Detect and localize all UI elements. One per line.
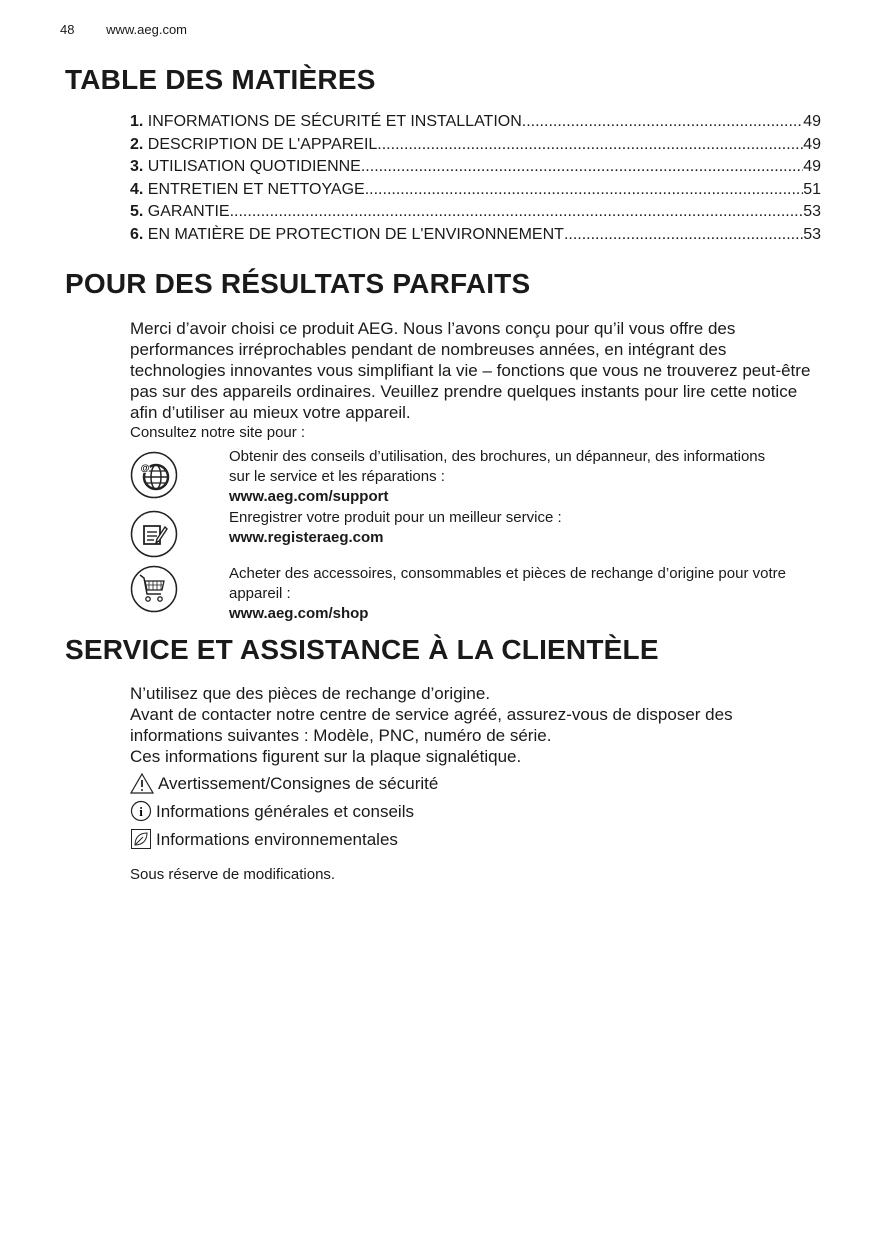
- legend-info: i Informations générales et conseils: [130, 797, 820, 825]
- legend-warning: Avertissement/Consignes de sécurité: [130, 769, 820, 797]
- toc-title: TABLE DES MATIÈRES: [65, 64, 376, 95]
- legend-label: Informations générales et conseils: [156, 801, 414, 821]
- register-note-icon: [130, 510, 178, 558]
- register-link[interactable]: www.registeraeg.com: [229, 529, 384, 546]
- toc-entry[interactable]: 3. UTILISATION QUOTIDIENNE 49: [130, 156, 821, 179]
- consult-label: Consultez notre site pour :: [130, 424, 306, 441]
- toc-entry[interactable]: 1. INFORMATIONS DE SÉCURITÉ ET INSTALLAT…: [130, 111, 821, 134]
- legend-label: Avertissement/Consignes de sécurité: [158, 773, 439, 793]
- toc-entry[interactable]: 4. ENTRETIEN ET NETTOYAGE 51: [130, 179, 821, 202]
- legend-label: Informations environnementales: [156, 829, 398, 849]
- globe-at-icon: @: [130, 451, 178, 499]
- modification-note: Sous réserve de modifications.: [130, 866, 336, 883]
- page-number: 48: [60, 22, 75, 37]
- table-of-contents: 1. INFORMATIONS DE SÉCURITÉ ET INSTALLAT…: [130, 111, 821, 246]
- svg-text:@: @: [141, 463, 150, 473]
- service-title: SERVICE ET ASSISTANCE À LA CLIENTÈLE: [65, 634, 659, 665]
- page-header: 48 www.aeg.com: [60, 22, 215, 37]
- toc-page: 49: [803, 113, 821, 130]
- svg-text:i: i: [139, 804, 143, 819]
- toc-number: 5.: [130, 203, 144, 220]
- toc-entry[interactable]: 5. GARANTIE 53: [130, 201, 821, 224]
- shopping-cart-icon: [130, 565, 178, 613]
- toc-label: DESCRIPTION DE L'APPAREIL: [147, 135, 378, 153]
- toc-leader: [365, 179, 803, 202]
- toc-page: 51: [803, 180, 821, 198]
- toc-leader: [522, 111, 803, 134]
- toc-entry[interactable]: 6. EN MATIÈRE DE PROTECTION DE L'ENVIRON…: [130, 224, 821, 247]
- toc-number: 3.: [130, 158, 144, 175]
- service-line: N’utilisez que des pièces de rechange d’…: [130, 684, 491, 703]
- leaf-icon: [131, 829, 151, 849]
- shop-link[interactable]: www.aeg.com/shop: [229, 605, 369, 622]
- toc-label: INFORMATIONS DE SÉCURITÉ ET INSTALLATION: [147, 113, 522, 130]
- info-icon: i: [130, 800, 152, 822]
- legend-environment: Informations environnementales: [130, 825, 820, 853]
- intro-paragraph: Merci d’avoir choisi ce produit AEG. Nou…: [130, 319, 811, 422]
- toc-page: 53: [803, 203, 821, 220]
- toc-number: 4.: [130, 180, 144, 198]
- toc-leader: [377, 134, 803, 157]
- service-line: Ces informations figurent sur la plaque …: [130, 747, 522, 766]
- toc-page: 49: [803, 135, 821, 153]
- toc-number: 6.: [130, 225, 144, 243]
- toc-label: UTILISATION QUOTIDIENNE: [147, 158, 361, 175]
- toc-leader: [230, 201, 804, 224]
- toc-label: ENTRETIEN ET NETTOYAGE: [147, 180, 365, 198]
- toc-label: GARANTIE: [147, 203, 230, 220]
- toc-entry[interactable]: 2. DESCRIPTION DE L'APPAREIL 49: [130, 134, 821, 157]
- toc-number: 2.: [130, 135, 144, 153]
- toc-leader: [564, 224, 803, 247]
- shop-text: Acheter des accessoires, consommables et…: [229, 565, 786, 602]
- website: www.aeg.com: [106, 22, 188, 37]
- results-title: POUR DES RÉSULTATS PARFAITS: [65, 268, 531, 299]
- register-text: Enregistrer votre produit pour un meille…: [229, 509, 562, 526]
- support-text: Obtenir des conseils d’utilisation, des …: [229, 448, 766, 485]
- toc-page: 49: [803, 158, 821, 175]
- toc-number: 1.: [130, 113, 144, 130]
- support-link[interactable]: www.aeg.com/support: [229, 488, 389, 505]
- toc-page: 53: [803, 225, 821, 243]
- service-line: Avant de contacter notre centre de servi…: [130, 705, 733, 745]
- toc-leader: [361, 156, 803, 179]
- warning-icon: [130, 772, 154, 794]
- toc-label: EN MATIÈRE DE PROTECTION DE L'ENVIRONNEM…: [147, 225, 564, 243]
- service-info: N’utilisez que des pièces de rechange d’…: [130, 683, 820, 885]
- symbol-legend: Avertissement/Consignes de sécurité i Inf…: [130, 769, 820, 853]
